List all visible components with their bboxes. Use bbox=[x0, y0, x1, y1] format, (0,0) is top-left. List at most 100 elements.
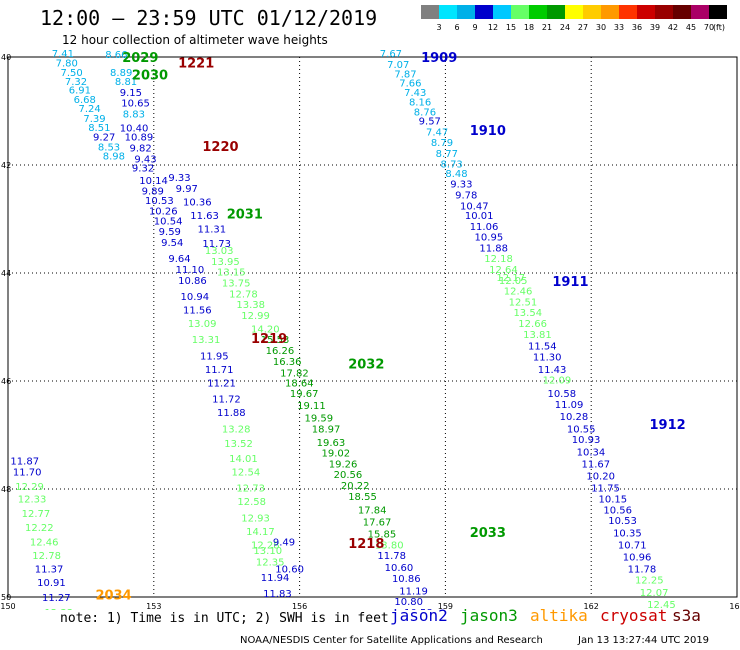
wave-height-value: 10.91 bbox=[37, 578, 66, 589]
scale-swatch bbox=[619, 5, 637, 19]
wave-height-value: 11.27 bbox=[42, 593, 71, 604]
wave-height-value: 9.59 bbox=[159, 227, 181, 238]
pass-number-label: 1911 bbox=[552, 275, 588, 290]
pass-number-label: 1912 bbox=[650, 418, 686, 433]
scale-swatch bbox=[655, 5, 673, 19]
wave-height-value: 15.53 bbox=[261, 335, 290, 346]
scale-label: 39 bbox=[650, 23, 660, 32]
wave-height-value: 8.76 bbox=[414, 107, 436, 118]
wave-height-value: 12.35 bbox=[256, 558, 285, 569]
lat-tick-label: 48 bbox=[1, 485, 11, 494]
lat-tick-label: 46 bbox=[1, 377, 11, 386]
wave-height-value: 12.45 bbox=[647, 600, 676, 610]
wave-height-value: 17.67 bbox=[363, 518, 392, 529]
wave-height-value: 17.82 bbox=[280, 369, 309, 380]
wave-height-value: 11.83 bbox=[263, 589, 292, 600]
wave-height-value: 12.64 bbox=[489, 265, 518, 276]
wave-height-value: 7.41 bbox=[52, 49, 74, 60]
scale-swatch bbox=[601, 5, 619, 19]
wave-height-value: 13.80 bbox=[375, 540, 404, 551]
wave-height-value: 11.75 bbox=[591, 484, 620, 495]
credit-line: NOAA/NESDIS Center for Satellite Applica… bbox=[240, 635, 543, 646]
wave-height-value: 9.33 bbox=[450, 180, 472, 191]
wave-height-value: 7.07 bbox=[387, 60, 409, 71]
wave-height-value: 12.99 bbox=[241, 311, 270, 322]
wave-height-value: 8.66 bbox=[105, 50, 127, 61]
wave-height-value: 12.22 bbox=[25, 523, 54, 534]
lon-tick-label: 165 bbox=[729, 602, 740, 610]
scale-swatch bbox=[673, 5, 691, 19]
wave-height-value: 8.73 bbox=[441, 160, 463, 171]
wave-height-value: 9.33 bbox=[168, 173, 190, 184]
wave-height-value: 19.63 bbox=[317, 438, 346, 449]
pass-number-label: 1219 bbox=[251, 332, 287, 347]
wave-height-value: 9.49 bbox=[273, 538, 295, 549]
wave-height-value: 10.65 bbox=[121, 99, 150, 110]
satellite-label-jason3: jason3 bbox=[460, 606, 518, 625]
pass-number-label: 1910 bbox=[470, 124, 506, 139]
wave-height-value: 10.86 bbox=[392, 574, 421, 585]
wave-height-value: 12.05 bbox=[499, 276, 528, 287]
wave-height-value: 16.36 bbox=[273, 357, 302, 368]
wave-height-value: 7.43 bbox=[404, 88, 426, 99]
chart-subtitle: 12 hour collection of altimeter wave hei… bbox=[62, 33, 328, 47]
pass-number-label: 1220 bbox=[202, 140, 238, 155]
wave-height-value: 9.15 bbox=[120, 88, 142, 99]
scale-label: 21 bbox=[542, 23, 552, 32]
wave-height-value: 11.10 bbox=[176, 265, 205, 276]
wave-height-value: 11.21 bbox=[207, 378, 236, 389]
wave-height-value: 6.68 bbox=[74, 95, 96, 106]
scale-label: 12 bbox=[488, 23, 498, 32]
wave-height-value: 13.38 bbox=[236, 300, 265, 311]
wave-height-value: 8.16 bbox=[409, 98, 431, 109]
wave-height-value: 10.60 bbox=[275, 565, 304, 576]
wave-height-value: 12.09 bbox=[543, 376, 572, 387]
generated-timestamp: Jan 13 13:27:44 UTC 2019 bbox=[578, 635, 710, 646]
wave-height-value: 8.98 bbox=[103, 152, 125, 163]
wave-height-value: 8.51 bbox=[88, 123, 110, 134]
pass-number-label: 2031 bbox=[227, 208, 263, 223]
scale-swatch bbox=[529, 5, 547, 19]
wave-height-value: 9.54 bbox=[161, 238, 183, 249]
wave-height-value: 15.85 bbox=[368, 530, 397, 541]
wave-height-value: 13.09 bbox=[188, 319, 217, 330]
wave-height-value: 7.67 bbox=[380, 49, 402, 60]
wave-height-value: 9.32 bbox=[132, 163, 154, 174]
wave-height-value: 18.55 bbox=[348, 492, 377, 503]
wave-height-value: 16.26 bbox=[266, 346, 295, 357]
wave-height-value: 8.53 bbox=[98, 142, 120, 153]
scale-label: 24 bbox=[560, 23, 570, 32]
wave-height-value: 11.78 bbox=[377, 551, 406, 562]
wave-height-value: 10.58 bbox=[547, 389, 576, 400]
wave-height-value: 12.51 bbox=[509, 297, 538, 308]
wave-height-value: 8.48 bbox=[445, 169, 467, 180]
satellite-label-jason2: jason2 bbox=[390, 606, 448, 625]
pass-number-label: 2030 bbox=[132, 68, 168, 83]
wave-height-value: 11.56 bbox=[183, 306, 212, 317]
wave-height-value: 11.95 bbox=[200, 351, 229, 362]
scale-label: 3 bbox=[436, 23, 441, 32]
wave-height-value: 12.58 bbox=[237, 497, 266, 508]
wave-height-value: 19.11 bbox=[297, 401, 326, 412]
wave-height-value: 10.93 bbox=[572, 435, 601, 446]
lon-tick-label: 159 bbox=[438, 602, 453, 610]
pass-number-label: 2034 bbox=[95, 588, 131, 603]
wave-height-value: 10.01 bbox=[465, 211, 494, 222]
wave-height-value: 9.57 bbox=[419, 117, 441, 128]
wave-height-value: 10.71 bbox=[618, 540, 647, 551]
wave-height-value: 9.97 bbox=[176, 184, 198, 195]
scale-label: 9 bbox=[472, 23, 477, 32]
wave-height-value: 11.71 bbox=[205, 365, 234, 376]
wave-height-value: 10.89 bbox=[125, 133, 154, 144]
wave-height-value: 12.46 bbox=[504, 287, 533, 298]
wave-height-value: 8.81 bbox=[115, 77, 137, 88]
wave-height-value: 19.67 bbox=[290, 389, 319, 400]
wave-height-value: 13.95 bbox=[211, 257, 240, 268]
wave-height-value: 19.59 bbox=[304, 414, 333, 425]
wave-height-value: 10.54 bbox=[154, 216, 183, 227]
scale-swatch bbox=[421, 5, 439, 19]
wave-height-value: 11.87 bbox=[10, 457, 39, 468]
wave-height-value: 12.28 bbox=[251, 540, 280, 551]
wave-height-value: 13.52 bbox=[224, 439, 253, 450]
